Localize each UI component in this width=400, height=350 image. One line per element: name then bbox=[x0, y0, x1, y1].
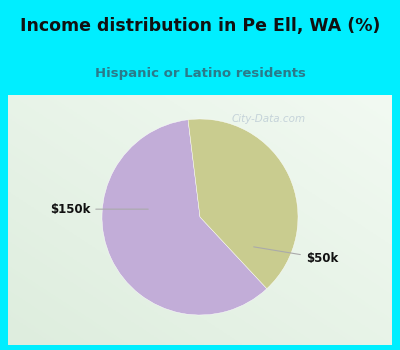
Wedge shape bbox=[102, 120, 267, 315]
Text: City-Data.com: City-Data.com bbox=[232, 114, 306, 124]
Text: $150k: $150k bbox=[50, 203, 148, 216]
Text: Hispanic or Latino residents: Hispanic or Latino residents bbox=[94, 67, 306, 80]
Text: $50k: $50k bbox=[254, 247, 338, 265]
Wedge shape bbox=[188, 119, 298, 289]
Text: Income distribution in Pe Ell, WA (%): Income distribution in Pe Ell, WA (%) bbox=[20, 18, 380, 35]
